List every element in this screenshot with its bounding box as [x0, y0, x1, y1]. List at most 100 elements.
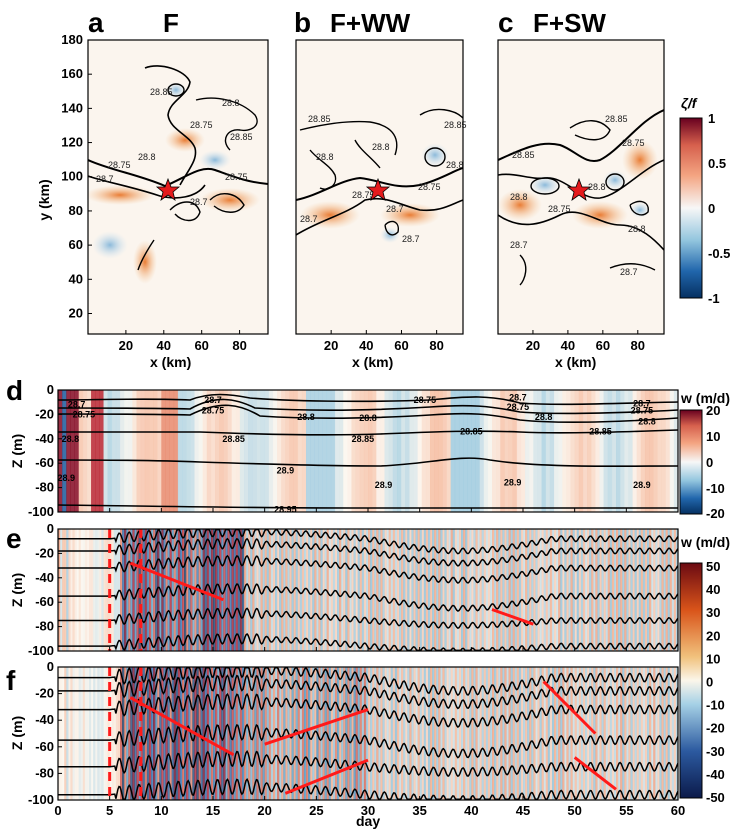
panel-a-axes: 20 40 60 80 20 40 60 80 100 120 140 160 180 [61, 32, 247, 353]
panel-a-ylabel: y (km) [36, 179, 52, 220]
field-column [636, 667, 640, 800]
field-column [78, 667, 82, 800]
field-column [432, 529, 435, 651]
field-column [622, 667, 625, 800]
field-column [161, 667, 164, 800]
field-column [624, 390, 629, 512]
field-column [136, 390, 142, 512]
contour-label: 28.85 [512, 150, 535, 160]
contour-label: 28.75 [418, 182, 441, 192]
colorbar-tick: 10 [706, 651, 720, 666]
field-column [388, 667, 392, 800]
field-column [675, 667, 678, 800]
field-column [322, 390, 328, 512]
field-column [636, 529, 640, 651]
field-column [231, 667, 235, 800]
colorbar-w-small-label: w (m/d) [680, 390, 730, 406]
field-column [543, 529, 547, 651]
field-column [225, 529, 228, 651]
x-tick-label: 40 [561, 338, 575, 353]
field-column [252, 390, 257, 512]
field-column [665, 667, 669, 800]
field-column [332, 529, 336, 651]
field-column [372, 529, 375, 651]
y-tick-label: 0 [47, 521, 54, 536]
contour-label: 28.75 [190, 120, 213, 130]
field-column [461, 667, 464, 800]
field-column [582, 529, 586, 651]
field-column [206, 529, 210, 651]
field-column [396, 390, 402, 512]
field-column [380, 529, 383, 651]
trend-line-segment [491, 608, 534, 626]
field-column [365, 667, 369, 800]
field-column [423, 667, 427, 800]
x-tick-label: 60 [194, 338, 208, 353]
isopycnal-label: 28.95 [274, 505, 297, 515]
field-column [430, 390, 435, 512]
field-column [345, 529, 348, 651]
field-column [308, 667, 311, 800]
x-tick-label: 60 [671, 803, 685, 818]
panel-b: 28.85 28.8 28.75 28.8 28.7 28.7 28.75 28… [294, 7, 467, 370]
field-column [566, 390, 571, 512]
field-column [68, 667, 71, 800]
field-column [163, 667, 166, 800]
field-column [628, 390, 633, 512]
field-column [483, 529, 487, 651]
field-column [210, 667, 214, 800]
field-column [492, 390, 497, 512]
field-column [640, 529, 644, 651]
field-column [328, 529, 332, 651]
panel-d-axes: 0 -20 -40 -60 -80 -100 [28, 382, 679, 519]
field-column [665, 529, 669, 651]
field-column [165, 390, 170, 512]
field-column [520, 667, 524, 800]
field-column [547, 529, 551, 651]
field-column [62, 390, 67, 512]
field-column [70, 390, 75, 512]
field-column [595, 390, 600, 512]
field-column [446, 529, 449, 651]
field-column [669, 390, 675, 512]
field-column [357, 529, 361, 651]
field-column [231, 529, 235, 651]
field-column [175, 667, 179, 800]
panel-f: f 0 5 10 15 20 25 30 35 40 45 50 55 60 0 -20 -40 -60 -80 -… [6, 659, 685, 829]
field-column [190, 390, 195, 512]
field-column [665, 390, 671, 512]
panel-f-ylabel: Z (m) [9, 716, 25, 750]
colorbar-tick: 20 [706, 403, 720, 418]
field-column [465, 529, 468, 651]
field-column [649, 529, 652, 651]
field-column [434, 390, 439, 512]
field-column [239, 529, 243, 651]
field-column [489, 529, 493, 651]
field-column [399, 667, 402, 800]
field-column [651, 529, 654, 651]
field-column [657, 390, 662, 512]
field-column [417, 390, 423, 512]
field-column [339, 390, 344, 512]
isopycnal-label: 28.8 [638, 417, 656, 427]
field-column [613, 667, 617, 800]
colorbar-tick: 0 [708, 201, 715, 216]
field-column [78, 390, 84, 512]
field-column [111, 529, 115, 651]
field-column [204, 667, 208, 800]
field-column [386, 667, 390, 800]
isopycnal-line [58, 750, 678, 778]
colorbar-tick: -10 [706, 481, 725, 496]
isopycnal-label: 28.9 [58, 473, 76, 483]
field-column [628, 667, 631, 800]
field-column [620, 529, 623, 651]
field-column [384, 529, 387, 651]
field-column [601, 667, 604, 800]
field-column [642, 667, 646, 800]
field-column [425, 390, 431, 512]
field-column [260, 390, 266, 512]
field-column [438, 390, 443, 512]
field-column [227, 529, 230, 651]
field-column [427, 529, 431, 651]
field-column [564, 667, 567, 800]
